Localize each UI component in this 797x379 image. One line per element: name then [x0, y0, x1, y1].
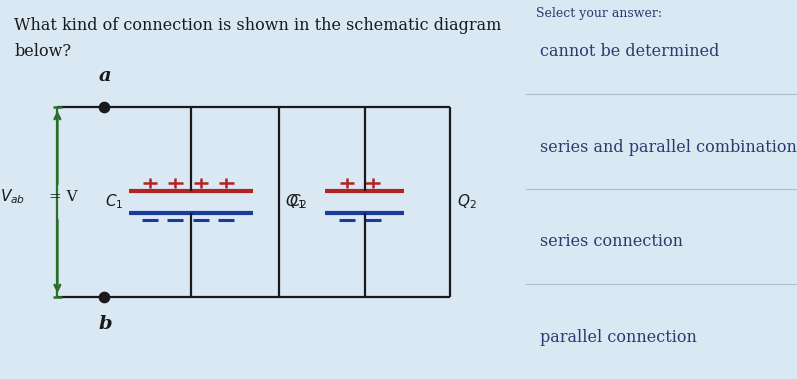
- Text: $C_1$: $C_1$: [105, 193, 124, 211]
- Text: Select your answer:: Select your answer:: [536, 7, 662, 20]
- Text: a: a: [99, 67, 112, 85]
- Text: series and parallel combination: series and parallel combination: [540, 138, 797, 155]
- Text: cannot be determined: cannot be determined: [540, 44, 720, 61]
- Text: below?: below?: [14, 43, 72, 60]
- Text: $V_{ab}$: $V_{ab}$: [0, 188, 26, 206]
- Text: b: b: [98, 315, 112, 333]
- Text: What kind of connection is shown in the schematic diagram: What kind of connection is shown in the …: [14, 17, 502, 34]
- Text: $C_2$: $C_2$: [289, 193, 307, 211]
- Point: [97, 294, 110, 300]
- Text: $Q_2$: $Q_2$: [457, 193, 477, 211]
- Text: $Q_1$: $Q_1$: [285, 193, 305, 211]
- Text: parallel connection: parallel connection: [540, 329, 697, 346]
- Text: series connection: series connection: [540, 233, 683, 251]
- Text: = V: = V: [49, 190, 78, 204]
- Point: [97, 104, 110, 110]
